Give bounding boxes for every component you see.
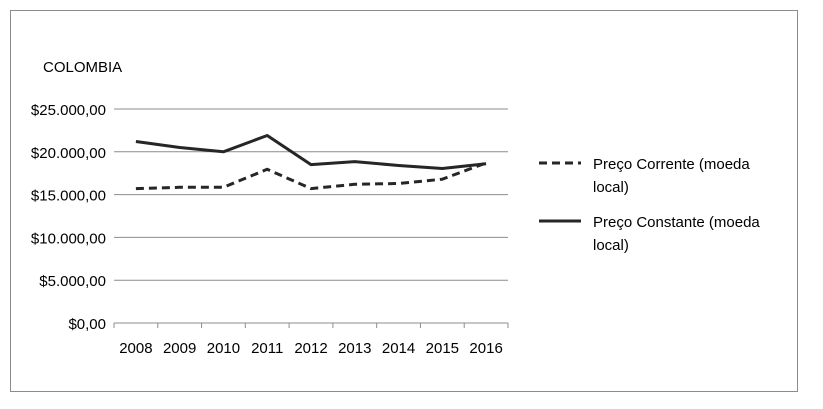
chart-title: COLOMBIA bbox=[43, 59, 122, 76]
y-tick-label: $20.000,00 bbox=[31, 145, 106, 162]
y-tick-label: $25.000,00 bbox=[31, 102, 106, 119]
y-tick-label: $10.000,00 bbox=[31, 230, 106, 247]
chart-frame: COLOMBIA $0,00 $5.000,00 $10.000,00 $15.000… bbox=[10, 10, 798, 392]
axes bbox=[113, 322, 509, 328]
line-chart: COLOMBIA $0,00 $5.000,00 $10.000,00 $15.000… bbox=[31, 59, 760, 357]
legend-label: local) bbox=[593, 179, 629, 196]
series-line-preco-constante bbox=[135, 134, 487, 170]
y-tick-label: $5.000,00 bbox=[39, 273, 106, 290]
x-tick-label: 2015 bbox=[426, 340, 459, 357]
x-tick-label: 2010 bbox=[207, 340, 240, 357]
series-line-preco-corrente bbox=[135, 161, 487, 191]
legend-label: Preço Constante (moeda bbox=[593, 214, 760, 231]
legend: Preço Corrente (moeda local) Preço Constan… bbox=[539, 156, 760, 254]
x-tick-label: 2016 bbox=[469, 340, 502, 357]
legend-label: Preço Corrente (moeda bbox=[593, 156, 750, 173]
x-tick-labels: 2008 2009 2010 2011 2012 2013 2014 2015 2016 bbox=[119, 340, 503, 357]
y-tick-label: $15.000,00 bbox=[31, 188, 106, 205]
y-tick-labels: $0,00 $5.000,00 $10.000,00 $15.000,00 $20.00… bbox=[31, 102, 106, 333]
series-lines bbox=[135, 134, 487, 191]
x-tick-label: 2009 bbox=[163, 340, 196, 357]
gridlines bbox=[114, 108, 508, 281]
x-tick-label: 2013 bbox=[338, 340, 371, 357]
x-tick-label: 2012 bbox=[294, 340, 327, 357]
x-tick-label: 2014 bbox=[382, 340, 415, 357]
x-tick-label: 2008 bbox=[119, 340, 152, 357]
x-tick-label: 2011 bbox=[251, 340, 283, 357]
legend-label: local) bbox=[593, 237, 629, 254]
y-tick-label: $0,00 bbox=[68, 316, 106, 333]
